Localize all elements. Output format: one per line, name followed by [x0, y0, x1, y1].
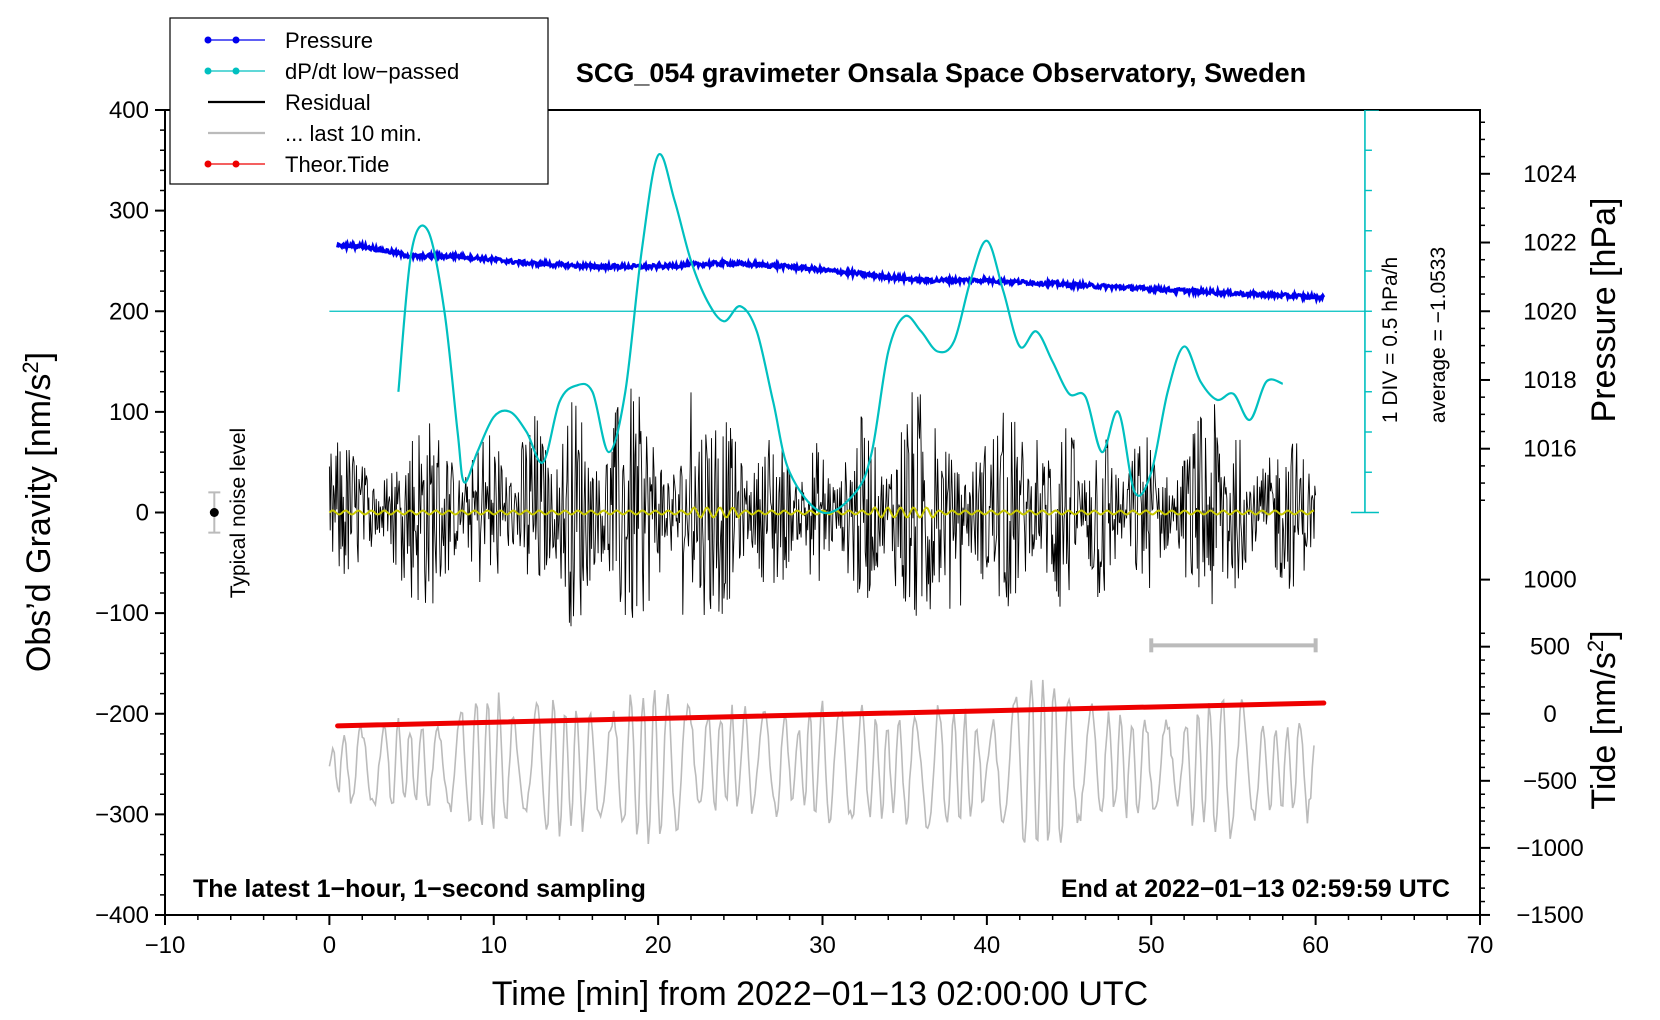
tide-label-main: Tide [nm/s — [1585, 652, 1623, 809]
tide-tick-label: −1500 — [1516, 902, 1583, 929]
y-left-tick-label: −300 — [95, 801, 149, 828]
legend-swatch-dot — [232, 160, 240, 168]
y-left-tick-label: 0 — [136, 500, 149, 527]
y-left-tick-label: 200 — [109, 298, 149, 325]
y-left-tick-label: 400 — [109, 97, 149, 124]
pressure-tick-label: 1016 — [1523, 436, 1576, 463]
y-left-tick-label: 300 — [109, 198, 149, 225]
dpdt-line — [397, 152, 1284, 515]
x-tick-label: 40 — [974, 932, 1001, 959]
axes-layer: −10 0 10 20 30 40 50 60 704003002001000−100−200−… — [95, 97, 1584, 959]
tide-label-close: ] — [1585, 630, 1623, 639]
series-layer — [328, 110, 1379, 845]
theor-tide-line — [335, 700, 1327, 729]
legend-label: ... last 10 min. — [285, 121, 422, 146]
legend-swatch-dot — [204, 160, 212, 168]
legend-label: dP/dt low−passed — [285, 59, 459, 84]
y-left-label-sup: 2 — [18, 361, 43, 373]
y-axis-left-label: Obs’d Gravity [nm/s2] — [18, 352, 58, 672]
tide-tick-label: −1000 — [1516, 835, 1583, 862]
y-left-tick-label: −400 — [95, 902, 149, 929]
x-tick-label: 70 — [1467, 932, 1494, 959]
legend-label: Theor.Tide — [285, 152, 389, 177]
legend-label: Pressure — [285, 28, 373, 53]
pressure-tick-label: 1020 — [1523, 298, 1576, 325]
tide-tick-label: 500 — [1530, 634, 1570, 661]
y-axis-pressure-label: Pressure [hPa] — [1585, 198, 1623, 423]
chart-title: SCG_054 gravimeter Onsala Space Observat… — [576, 58, 1306, 88]
tide-tick-label: −500 — [1523, 768, 1577, 795]
legend-swatch-dot — [204, 36, 212, 44]
x-tick-label: −10 — [145, 932, 186, 959]
pressure-tick-label: 1024 — [1523, 161, 1576, 188]
legend-label: Residual — [285, 90, 371, 115]
x-axis-label: Time [min] from 2022−01−13 02:00:00 UTC — [492, 975, 1148, 1013]
pressure-line — [336, 238, 1326, 305]
tide-tick-label: 1000 — [1523, 567, 1576, 594]
pressure-tick-label: 1022 — [1523, 230, 1576, 257]
legend-swatch-dot — [232, 67, 240, 75]
x-tick-label: 50 — [1138, 932, 1165, 959]
noise-level-label: Typical noise level — [227, 428, 250, 598]
legend: Pressure dP/dt low−passed Residual ... last… — [169, 17, 549, 185]
noise-level-dot — [209, 508, 219, 517]
y-left-label-close: ] — [20, 352, 58, 361]
pressure-tick-label: 1018 — [1523, 367, 1576, 394]
dpdt-average-label: average = −1.0533 — [1427, 247, 1450, 423]
y-left-tick-label: −200 — [95, 701, 149, 728]
y-axis-tide-label: Tide [nm/s2] — [1583, 630, 1623, 809]
residual-line — [328, 388, 1317, 627]
x-tick-label: 60 — [1302, 932, 1329, 959]
tide-label-sup: 2 — [1583, 640, 1608, 652]
x-tick-label: 10 — [480, 932, 507, 959]
y-left-label-main: Obs’d Gravity [nm/s — [20, 374, 58, 673]
dpdt-scale-label: 1 DIV = 0.5 hPa/h — [1379, 257, 1402, 423]
footer-right-note: End at 2022−01−13 02:59:59 UTC — [1061, 875, 1450, 903]
footer-left-note: The latest 1−hour, 1−second sampling — [193, 875, 646, 903]
x-tick-label: 0 — [323, 932, 336, 959]
legend-swatch-dot — [232, 36, 240, 44]
tide-tick-label: 0 — [1543, 701, 1556, 728]
y-left-tick-label: 100 — [109, 399, 149, 426]
x-tick-label: 20 — [645, 932, 672, 959]
legend-swatch-dot — [204, 67, 212, 75]
x-tick-label: 30 — [809, 932, 836, 959]
last10-signal-line — [328, 679, 1315, 845]
y-left-tick-label: −100 — [95, 600, 149, 627]
